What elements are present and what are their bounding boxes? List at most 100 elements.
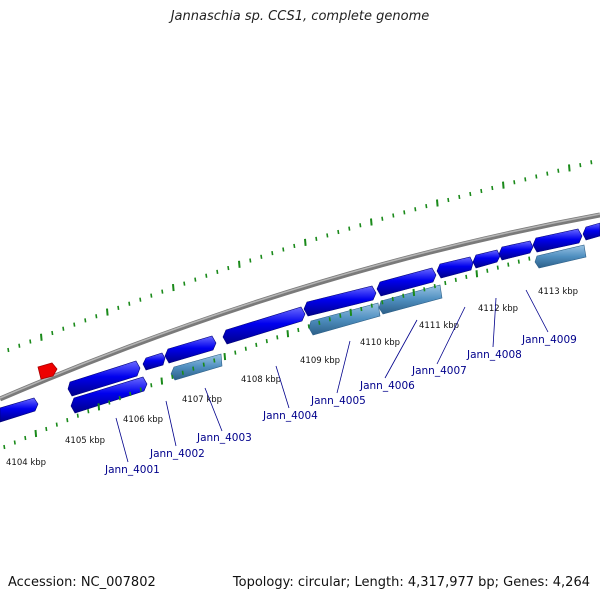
gc-tick	[423, 287, 426, 292]
gc-tick	[172, 283, 175, 292]
gene-arrow[interactable]	[472, 249, 501, 269]
gc-tick	[381, 300, 384, 305]
gene-arrow[interactable]	[532, 228, 583, 253]
gc-tick	[436, 199, 439, 207]
gc-tick	[271, 251, 274, 256]
gc-tick	[161, 289, 164, 294]
gene-arrow[interactable]	[436, 256, 474, 279]
forward-genes	[0, 222, 600, 423]
gc-tick	[293, 243, 296, 249]
gc-tick	[171, 374, 174, 380]
gene-label[interactable]: Jann_4003	[196, 432, 252, 444]
gene-arrow[interactable]	[67, 360, 141, 397]
kbp-label: 4106 kbp	[123, 415, 163, 425]
gc-tick	[234, 350, 237, 355]
gc-tick	[205, 273, 208, 278]
gc-tick	[507, 262, 510, 267]
gc-tick	[139, 297, 142, 302]
gc-tick	[128, 301, 131, 306]
gc-tick	[297, 327, 300, 333]
gene-label[interactable]: Jann_4004	[262, 410, 318, 422]
gc-tick	[304, 238, 307, 246]
gene-arrow[interactable]	[582, 222, 600, 241]
gene-label[interactable]: Jann_4001	[104, 464, 160, 476]
kbp-label: 4110 kbp	[360, 338, 400, 348]
gene-arrow[interactable]	[222, 306, 306, 345]
gc-tick	[318, 320, 321, 325]
gene-arrow[interactable]	[376, 267, 437, 297]
gc-tick	[315, 236, 318, 242]
gc-tick	[348, 226, 351, 231]
gc-tick	[34, 429, 38, 438]
gc-tick	[13, 440, 16, 445]
gc-tick	[475, 270, 479, 278]
gc-tick	[244, 346, 247, 351]
gene-arrow[interactable]	[0, 397, 39, 423]
gene-label[interactable]: Jann_4007	[411, 365, 467, 377]
gene-arrow[interactable]	[142, 352, 166, 371]
gc-tick	[557, 168, 560, 173]
gc-tick	[255, 342, 258, 348]
gene-arrow[interactable]	[534, 244, 587, 269]
gc-track-upper	[7, 160, 593, 353]
gc-tick	[535, 174, 538, 179]
gene-arrow[interactable]	[378, 284, 443, 315]
gc-tick	[579, 162, 582, 168]
gc-tick	[568, 164, 571, 172]
gene-label[interactable]: Jann_4006	[359, 380, 415, 392]
gene-arrow[interactable]	[164, 335, 217, 364]
gc-tick	[223, 352, 227, 361]
gc-tick	[7, 347, 10, 353]
gc-tick	[129, 391, 132, 396]
gene-leader-line	[165, 400, 177, 447]
gene-leader-line	[384, 319, 418, 379]
gene-arrow[interactable]	[170, 353, 223, 381]
gene-label[interactable]: Jann_4005	[310, 395, 366, 407]
gc-tick	[349, 308, 353, 316]
gc-tick	[480, 188, 483, 194]
gc-tick	[458, 194, 461, 200]
gc-tick	[370, 218, 373, 226]
gc-tick	[40, 333, 43, 341]
gc-tick	[202, 362, 205, 367]
gc-tick	[517, 259, 520, 264]
kbp-label: 4104 kbp	[6, 458, 46, 468]
gc-tick	[469, 191, 472, 197]
gene-label[interactable]: Jann_4009	[521, 334, 577, 346]
gc-tick	[84, 318, 87, 323]
gc-tick	[524, 177, 527, 182]
gene-label[interactable]: Jann_4002	[149, 448, 205, 460]
gc-tick	[391, 296, 394, 302]
gc-tick	[249, 258, 252, 263]
kbp-label: 4111 kbp	[419, 321, 459, 331]
gc-tick	[118, 396, 121, 401]
gc-tick	[106, 308, 109, 316]
gc-tick	[192, 366, 195, 371]
gc-tick	[491, 185, 494, 191]
gene-leader-line	[492, 297, 497, 348]
gene-arrow[interactable]	[70, 376, 148, 414]
gene-arrow[interactable]	[303, 285, 377, 317]
gc-tick	[181, 370, 184, 375]
gc-tick	[528, 256, 531, 261]
gene-label[interactable]: Jann_4008	[466, 349, 522, 361]
gc-tick	[238, 260, 241, 268]
kbp-scale-labels: 4104 kbp 4105 kbp 4106 kbp 4107 kbp 4108 kbp…	[6, 287, 578, 468]
gc-tick	[276, 335, 279, 340]
gc-tick	[29, 339, 32, 344]
kbp-label: 4112 kbp	[478, 304, 518, 314]
gc-tick	[3, 444, 6, 450]
kbp-label: 4105 kbp	[65, 436, 105, 446]
gene-arrow[interactable]	[498, 240, 534, 261]
gene-leader-line	[336, 340, 351, 394]
genome-summary-text: Topology: circular; Length: 4,317,977 bp…	[232, 575, 590, 590]
gc-tick	[117, 305, 120, 311]
gc-tick	[160, 377, 164, 385]
gc-tick	[45, 426, 48, 432]
gc-tick	[183, 281, 186, 286]
gc-tick	[360, 306, 363, 312]
gc-tick	[433, 284, 436, 289]
gc-tick	[216, 269, 219, 275]
kbp-label: 4113 kbp	[538, 287, 578, 297]
